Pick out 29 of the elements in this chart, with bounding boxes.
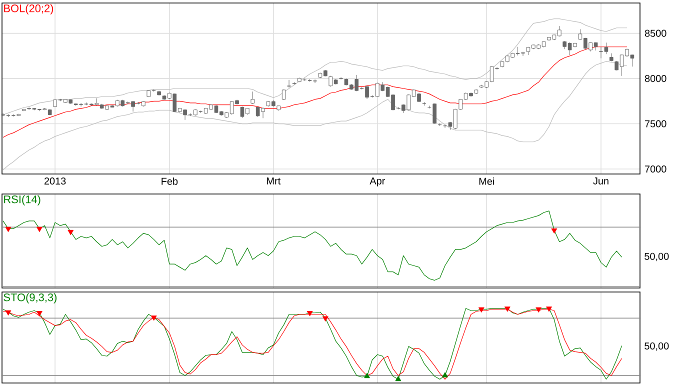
text: 50,00 bbox=[644, 252, 669, 262]
x-tick-label: Jun bbox=[593, 178, 608, 185]
y-tick-label: 7000 bbox=[645, 166, 666, 173]
text: 50,00 bbox=[644, 342, 669, 351]
candlestick bbox=[287, 80, 291, 88]
point bbox=[364, 372, 370, 378]
x-tick-label: Feb bbox=[162, 178, 178, 185]
point bbox=[150, 316, 157, 321]
series-label: STO(9,3,3) bbox=[4, 293, 57, 304]
y-tick-label: 8000 bbox=[644, 75, 666, 82]
point bbox=[322, 316, 328, 322]
x-tick-label: Mrt bbox=[267, 178, 281, 185]
text: BOL(20;2) bbox=[4, 4, 54, 14]
point bbox=[395, 376, 402, 382]
x-tick-label: Apr bbox=[370, 178, 386, 187]
point bbox=[36, 311, 42, 316]
x-tick-label: Mei bbox=[479, 178, 494, 185]
point bbox=[504, 306, 510, 312]
point bbox=[5, 310, 12, 316]
point bbox=[306, 311, 313, 316]
candlestick bbox=[250, 91, 255, 104]
y-tick-label: 7500 bbox=[645, 120, 666, 128]
point bbox=[536, 307, 542, 313]
series-label: RSI(14) bbox=[4, 195, 40, 206]
point bbox=[442, 372, 448, 378]
point bbox=[546, 306, 552, 312]
x-tick-label: 2013 bbox=[44, 178, 66, 185]
y-tick-label: 8500 bbox=[644, 30, 666, 37]
point bbox=[478, 307, 484, 313]
